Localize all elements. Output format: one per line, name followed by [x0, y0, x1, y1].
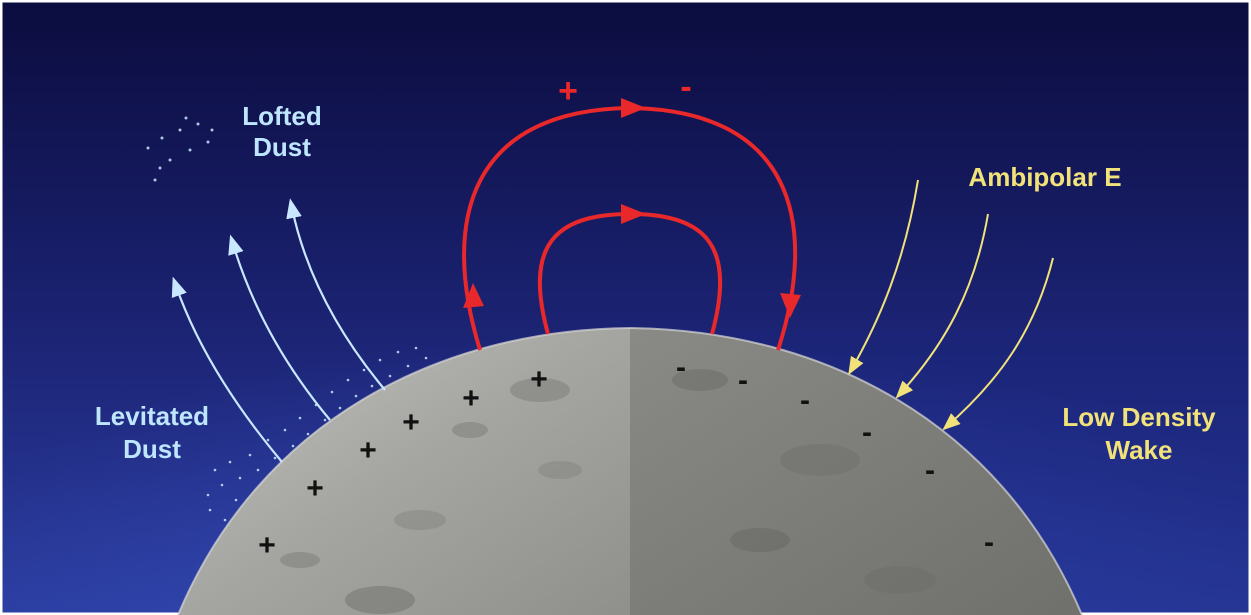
- low-density-wake-label: Low Density Wake: [1062, 402, 1216, 465]
- moon-limb: [177, 326, 1083, 615]
- surface-positive-charges: + + + + + +: [258, 363, 548, 562]
- field-arrowheads: [463, 98, 801, 318]
- dust-arrow: [171, 276, 283, 463]
- field-plus-sign: +: [558, 72, 578, 110]
- lofted-dust-label-line2: Dust: [253, 132, 311, 162]
- ambipolar-arrow: [848, 179, 919, 376]
- ambipolar-field-arrows: [848, 179, 1054, 431]
- dust-trajectory-arrows: [171, 198, 386, 463]
- levitated-dust-label: Levitated Dust: [95, 401, 209, 464]
- positive-charge: +: [402, 406, 420, 439]
- outer-loop-left-arrowhead: [463, 283, 484, 308]
- outer-loop-top-arrowhead: [621, 98, 646, 118]
- positive-charge: +: [258, 529, 276, 562]
- dust-arrow: [228, 234, 331, 421]
- levitated-dust-label-line1: Levitated: [95, 401, 209, 431]
- positive-charge: +: [530, 363, 548, 396]
- field-minus-sign: -: [680, 68, 691, 106]
- wake-label-line2: Wake: [1106, 435, 1173, 465]
- negative-charge: -: [800, 384, 810, 417]
- lofted-dust-label-line1: Lofted: [242, 101, 321, 131]
- negative-charge: -: [676, 351, 686, 384]
- dust-arrow: [286, 198, 386, 391]
- lofted-dust-particles: [146, 116, 214, 182]
- inner-loop-top-arrowhead: [621, 204, 646, 224]
- lofted-dust-label: Lofted Dust: [242, 101, 321, 162]
- negative-charge: -: [738, 364, 748, 397]
- surface-negative-charges: - - - - - -: [676, 351, 994, 559]
- levitated-dust-label-line2: Dust: [123, 434, 181, 464]
- negative-charge: -: [984, 526, 994, 559]
- positive-charge: +: [462, 382, 480, 415]
- crater-texture: [280, 369, 936, 614]
- positive-charge: +: [359, 434, 377, 467]
- ambipolar-arrow: [942, 257, 1054, 431]
- ambipolar-label: Ambipolar E: [968, 162, 1121, 192]
- outer-loop-right-arrowhead: [780, 293, 801, 318]
- ambipolar-arrow: [895, 213, 989, 399]
- positive-charge: +: [306, 472, 324, 505]
- negative-charge: -: [862, 416, 872, 449]
- negative-charge: -: [925, 454, 935, 487]
- wake-label-line1: Low Density: [1062, 402, 1216, 432]
